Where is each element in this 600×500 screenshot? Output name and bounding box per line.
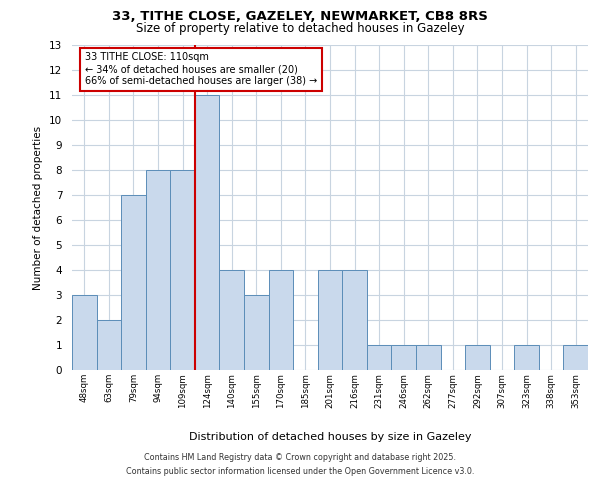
Bar	[269, 270, 293, 370]
Bar	[170, 170, 195, 370]
Bar	[121, 195, 146, 370]
Bar	[367, 345, 391, 370]
Text: Size of property relative to detached houses in Gazeley: Size of property relative to detached ho…	[136, 22, 464, 35]
Text: Contains HM Land Registry data © Crown copyright and database right 2025.: Contains HM Land Registry data © Crown c…	[144, 454, 456, 462]
Bar	[514, 345, 539, 370]
Text: Distribution of detached houses by size in Gazeley: Distribution of detached houses by size …	[189, 432, 471, 442]
Text: 33 TITHE CLOSE: 110sqm
← 34% of detached houses are smaller (20)
66% of semi-det: 33 TITHE CLOSE: 110sqm ← 34% of detached…	[85, 52, 317, 86]
Bar	[563, 345, 588, 370]
Bar	[416, 345, 440, 370]
Bar	[195, 95, 220, 370]
Y-axis label: Number of detached properties: Number of detached properties	[34, 126, 43, 290]
Text: Contains public sector information licensed under the Open Government Licence v3: Contains public sector information licen…	[126, 467, 474, 476]
Bar	[318, 270, 342, 370]
Bar	[342, 270, 367, 370]
Bar	[391, 345, 416, 370]
Bar	[244, 295, 269, 370]
Text: 33, TITHE CLOSE, GAZELEY, NEWMARKET, CB8 8RS: 33, TITHE CLOSE, GAZELEY, NEWMARKET, CB8…	[112, 10, 488, 23]
Bar	[465, 345, 490, 370]
Bar	[72, 295, 97, 370]
Bar	[146, 170, 170, 370]
Bar	[97, 320, 121, 370]
Bar	[220, 270, 244, 370]
